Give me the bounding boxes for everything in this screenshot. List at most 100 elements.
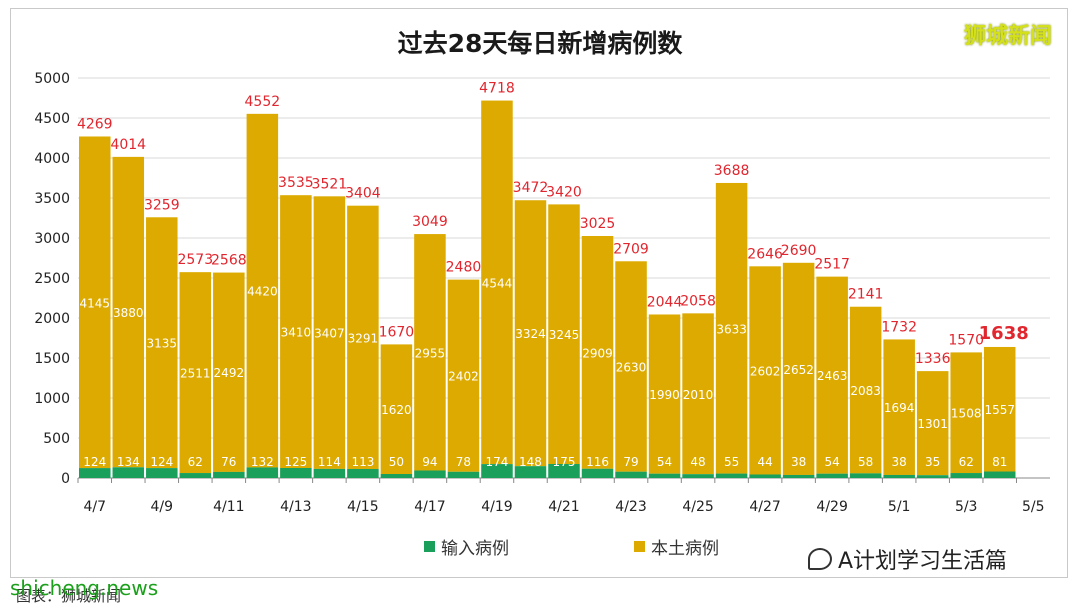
bar-local [950,352,982,474]
data-label-total: 3472 [513,180,549,196]
bar-imported [347,468,379,478]
y-tick-label: 500 [43,431,70,447]
bar-imported [514,466,547,478]
bar-imported [615,471,647,478]
data-label-total: 3535 [278,175,314,191]
data-label-total: 1336 [915,351,951,367]
legend-label-local: 本土病例 [651,539,719,559]
bar-imported [280,468,312,478]
bar-imported [79,468,111,478]
data-label-imported: 78 [456,455,471,469]
data-label-local: 1694 [884,401,915,415]
bar-imported [112,467,145,478]
x-tick-label: 4/15 [347,499,378,515]
bar-imported [849,473,882,478]
data-label-local: 4420 [247,285,278,299]
bar-imported [581,468,614,478]
bar-local [246,113,279,468]
bar-local [414,234,446,471]
bar-imported [146,468,178,478]
bar-imported [816,473,848,478]
x-tick-label: 4/29 [816,499,847,515]
legend-swatch-imported [424,541,435,552]
data-label-imported: 132 [251,455,274,469]
data-label-local: 2630 [616,360,647,374]
data-label-imported: 125 [284,455,307,469]
data-label-imported: 58 [858,455,873,469]
data-label-total: 2480 [446,260,482,276]
data-label-local: 1557 [984,403,1015,417]
bar-imported [916,475,949,478]
data-label-total: 2058 [680,293,716,309]
bar-imported [548,464,580,478]
data-label-total: 2044 [647,294,683,310]
bar-imported [213,471,245,478]
bar-local [983,346,1016,472]
data-label-imported: 48 [690,455,705,469]
x-tick-label: 4/19 [481,499,512,515]
data-label-imported: 175 [553,455,576,469]
x-tick-label: 4/13 [280,499,311,515]
data-label-imported: 174 [486,455,509,469]
data-label-imported: 76 [221,455,236,469]
data-label-imported: 38 [791,455,806,469]
bar-local [883,339,915,475]
x-tick-label: 4/17 [414,499,445,515]
data-label-total: 3049 [412,214,448,230]
bar-local [749,266,781,475]
bar-local [112,156,145,468]
data-label-total: 2141 [848,287,884,303]
data-label-total: 3420 [546,184,582,200]
y-tick-label: 1500 [34,351,70,367]
data-label-local: 2402 [448,370,479,384]
bar-local [447,279,480,472]
legend-label-imported: 输入病例 [441,539,509,559]
data-label-local: 1990 [649,388,680,402]
data-label-local: 3324 [515,327,546,341]
bar-local [782,262,815,475]
y-tick-label: 4000 [34,151,70,167]
data-label-local: 3407 [314,327,345,341]
brand-logo-text: 狮城新闻 [964,24,1053,49]
x-tick-label: 5/5 [1022,499,1045,515]
wechat-logo-icon [808,548,832,570]
x-tick-label: 4/21 [548,499,579,515]
bar-imported [447,471,480,478]
data-label-total: 4718 [479,81,515,97]
bar-local [548,204,580,464]
y-tick-label: 0 [61,471,70,487]
source-note: 图表：狮城新闻 [16,587,122,605]
data-label-local: 3291 [348,331,379,345]
data-label-imported: 55 [724,455,739,469]
bar-local [79,136,111,469]
data-label-imported: 134 [117,455,140,469]
data-label-local: 4544 [482,276,513,290]
bar-local [816,276,848,474]
bar-imported [481,464,513,478]
data-label-total: 3404 [345,186,381,202]
data-label-imported: 81 [992,455,1007,469]
data-label-local: 1508 [951,407,982,421]
legend-item-imported: 输入病例 [424,534,509,559]
bar-imported [313,468,346,478]
y-tick-label: 2500 [34,271,70,287]
y-tick-label: 2000 [34,311,70,327]
x-tick-label: 4/27 [749,499,780,515]
watermark: A计划学习生活篇 [808,543,1007,575]
bar-local [648,314,681,474]
y-tick-label: 5000 [34,71,70,87]
y-tick-label: 4500 [34,111,70,127]
x-tick-label: 4/11 [213,499,244,515]
data-label-local: 2909 [582,346,613,360]
data-label-imported: 38 [892,455,907,469]
legend: 输入病例 本土病例 [0,534,1080,559]
data-label-local: 2083 [850,384,881,398]
bar-imported [782,474,815,478]
bar-imported [950,473,982,478]
data-label-total: 2646 [747,246,783,262]
data-label-total: 4269 [77,116,113,132]
data-label-local: 1301 [917,417,948,431]
data-label-total: 3025 [580,216,616,232]
y-tick-label: 1000 [34,391,70,407]
